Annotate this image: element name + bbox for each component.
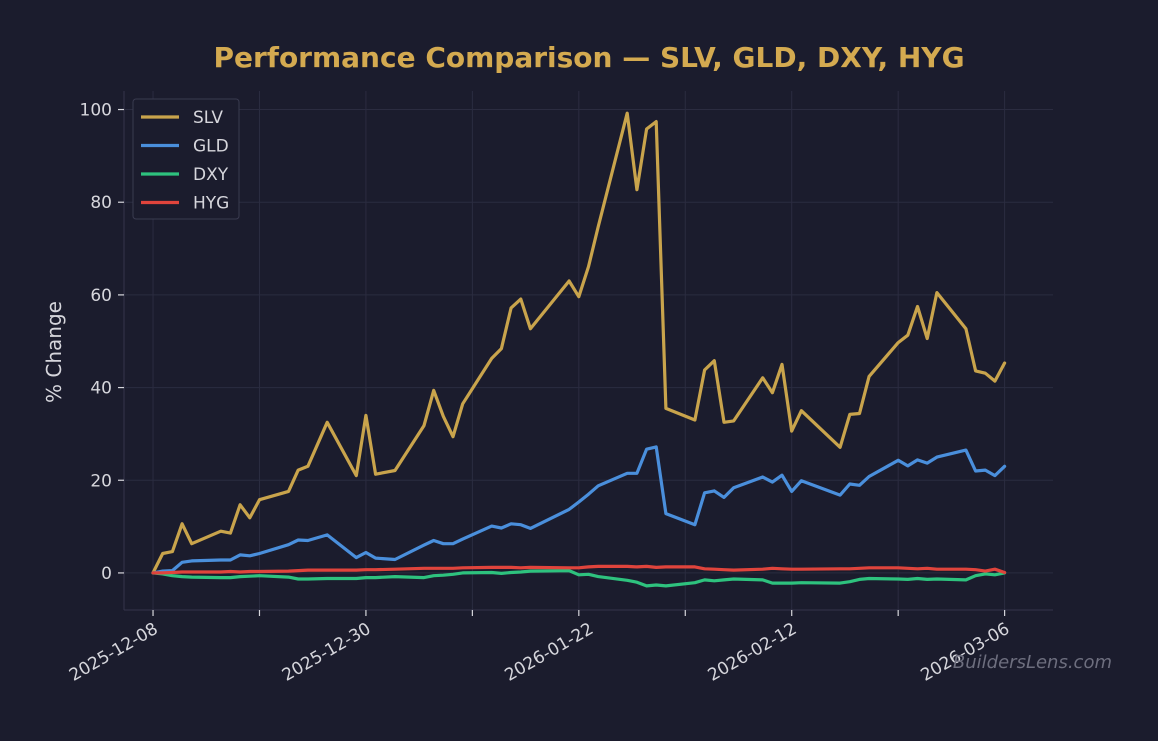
gridlines <box>124 91 1053 610</box>
legend-label-gld: GLD <box>193 137 229 157</box>
watermark: BuildersLens.com <box>953 652 1112 673</box>
y-tick-label: 20 <box>90 471 112 491</box>
plot-background <box>124 91 1053 610</box>
series-line-slv <box>151 111 1007 575</box>
legend-box <box>132 98 240 220</box>
y-tick-label: 40 <box>90 379 112 399</box>
legend-label-hyg: HYG <box>193 194 229 214</box>
series-line-hyg <box>151 564 1007 575</box>
y-tick-label: 0 <box>101 564 112 584</box>
legend-label-slv: SLV <box>193 108 223 128</box>
y-axis-label: % Change <box>42 301 66 403</box>
y-tick-label: 100 <box>80 101 112 121</box>
legend: SLV GLD DXY HYG <box>132 98 240 220</box>
series-line-dxy <box>151 568 1007 588</box>
legend-label-dxy: DXY <box>193 165 229 185</box>
y-tick-label: 60 <box>90 286 112 306</box>
y-tick-label: 80 <box>90 193 112 213</box>
series-line-gld <box>151 445 1007 575</box>
y-axis-ticks: 0 20 40 60 80 100 <box>80 101 124 584</box>
chart-title: Performance Comparison — SLV, GLD, DXY, … <box>213 41 964 74</box>
plot-area <box>124 91 1053 610</box>
series-lines <box>151 111 1007 588</box>
